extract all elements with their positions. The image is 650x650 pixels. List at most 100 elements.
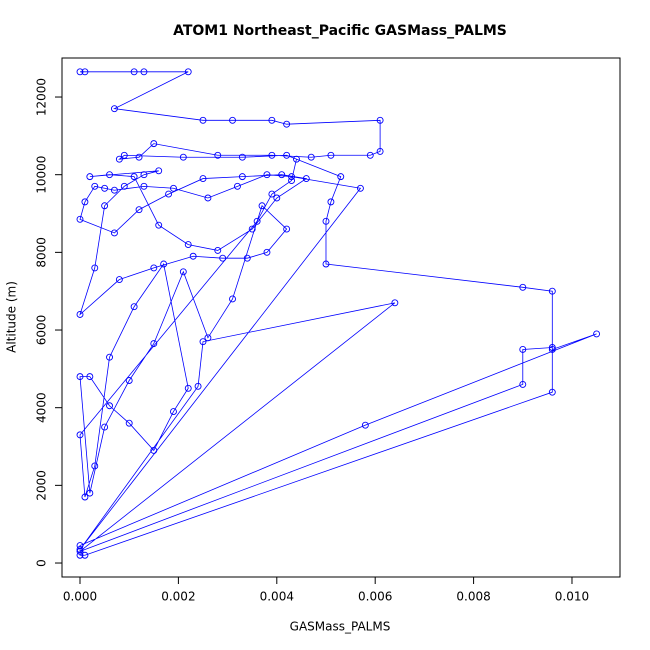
data-point: [258, 202, 266, 210]
data-point: [322, 260, 330, 268]
data-point: [302, 175, 310, 183]
chart-title: ATOM1 Northeast_Pacific GASMass_PALMS: [173, 23, 507, 39]
data-point: [189, 252, 197, 260]
data-point: [548, 345, 556, 353]
data-point: [81, 198, 89, 206]
data-point: [81, 493, 89, 501]
data-point: [391, 299, 399, 307]
data-point: [155, 221, 163, 229]
data-point: [238, 173, 246, 181]
data-point: [248, 225, 256, 233]
data-point: [288, 173, 296, 181]
y-tick-label: 10000: [35, 156, 49, 194]
data-point: [81, 551, 89, 559]
data-point: [307, 153, 315, 161]
x-tick-label: 0.000: [63, 590, 97, 604]
data-point: [130, 303, 138, 311]
data-point: [160, 260, 168, 268]
data-point: [283, 225, 291, 233]
data-point: [106, 353, 113, 361]
data-point: [120, 151, 128, 159]
data-point: [337, 173, 345, 181]
data-point: [376, 147, 384, 155]
data-point: [273, 194, 281, 202]
data-point: [101, 423, 109, 431]
data-point: [86, 173, 94, 181]
x-tick-label: 0.008: [456, 590, 490, 604]
data-point: [106, 402, 113, 410]
x-axis-label: GASMass_PALMS: [290, 620, 391, 634]
data-point: [135, 206, 143, 214]
data-point: [184, 241, 192, 249]
x-tick-label: 0.006: [358, 590, 392, 604]
data-point: [268, 151, 276, 159]
data-point: [115, 155, 123, 163]
data-point: [125, 419, 133, 427]
data-point: [519, 380, 527, 388]
data-point: [283, 151, 291, 159]
data-point: [179, 153, 187, 161]
data-point: [268, 190, 276, 198]
data-point: [150, 446, 158, 454]
data-point: [76, 68, 84, 76]
y-tick-label: 2000: [35, 470, 49, 501]
data-point: [194, 382, 202, 390]
data-point: [519, 345, 527, 353]
plot-frame: [61, 57, 621, 578]
data-point: [519, 283, 527, 291]
data-point: [199, 175, 207, 183]
data-point: [327, 198, 335, 206]
data-point: [91, 182, 99, 190]
data-point: [150, 140, 158, 148]
data-point: [76, 431, 84, 439]
data-point: [91, 462, 99, 470]
data-point: [184, 384, 192, 392]
y-axis-label: Altitude (m): [5, 281, 19, 353]
data-point: [140, 182, 148, 190]
data-point: [593, 330, 601, 338]
data-point: [204, 334, 212, 342]
data-point: [278, 171, 286, 179]
data-point: [179, 268, 187, 276]
data-point: [150, 264, 158, 272]
x-tick-label: 0.010: [555, 590, 589, 604]
y-tick-label: 6000: [35, 315, 49, 346]
data-point: [76, 545, 84, 553]
data-point: [106, 171, 113, 179]
data-point: [150, 340, 158, 348]
data-point: [214, 246, 222, 254]
data-point: [140, 171, 148, 179]
data-point: [135, 153, 143, 161]
data-point: [76, 547, 84, 555]
data-point: [229, 116, 236, 124]
data-point: [356, 184, 364, 192]
data-point: [184, 68, 192, 76]
y-tick-label: 12000: [35, 78, 49, 116]
data-point: [110, 229, 118, 237]
data-point: [361, 421, 369, 429]
data-point: [204, 194, 212, 202]
data-point: [548, 344, 556, 351]
data-point: [219, 254, 227, 262]
data-point: [110, 105, 118, 113]
data-point: [268, 116, 276, 124]
y-tick-label: 4000: [35, 392, 49, 423]
x-tick-label: 0.002: [161, 590, 195, 604]
data-point: [101, 184, 109, 192]
data-point: [293, 155, 300, 163]
data-point: [130, 173, 138, 181]
data-point: [91, 264, 99, 272]
data-point: [140, 68, 148, 76]
data-point: [229, 295, 236, 303]
data-point: [110, 186, 118, 194]
data-point: [76, 373, 84, 381]
data-point: [101, 202, 109, 210]
data-point: [288, 177, 296, 184]
data-point: [283, 120, 291, 128]
data-point: [170, 184, 177, 192]
data-point: [170, 408, 177, 416]
data-point: [86, 489, 94, 497]
y-tick-label: 0: [35, 559, 49, 567]
